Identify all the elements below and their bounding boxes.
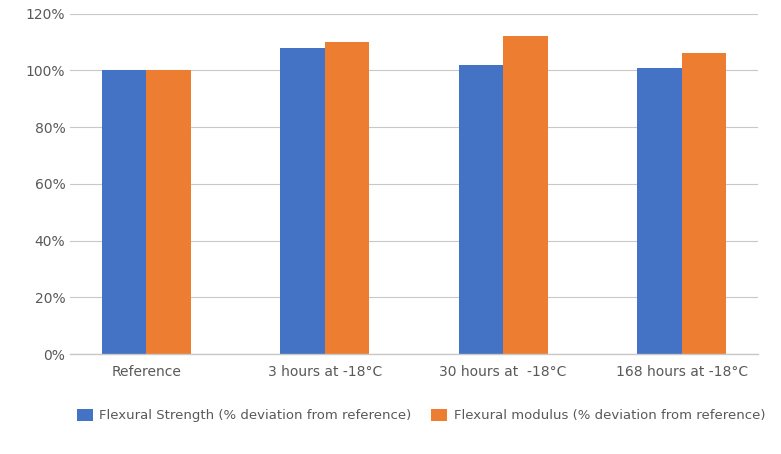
Bar <box>682 53 726 354</box>
Bar <box>458 64 503 354</box>
Legend: Flexural Strength (% deviation from reference), Flexural modulus (% deviation fr: Flexural Strength (% deviation from refe… <box>77 409 765 422</box>
Bar <box>637 68 682 354</box>
Bar <box>325 42 369 354</box>
Bar <box>146 70 191 354</box>
Bar <box>280 48 325 354</box>
Bar <box>503 36 547 354</box>
Bar <box>102 70 146 354</box>
